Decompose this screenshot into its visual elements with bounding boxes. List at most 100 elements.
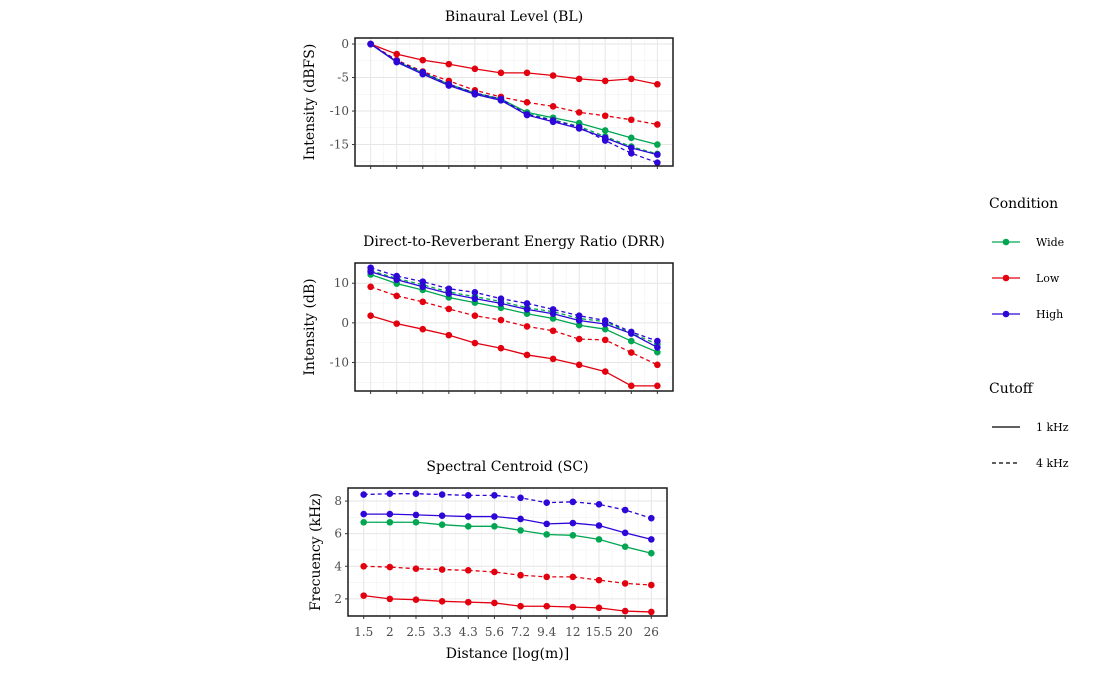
data-point-cross (654, 160, 660, 166)
data-point-cross (413, 512, 419, 518)
chart-panel-3: 8 6 4 2 1.5 2 2.5 3.3 4.3 5.6 7.2 9.4 12 15.5 20 26 Spec… (308, 459, 668, 662)
data-point-cross (544, 574, 550, 580)
data-point-cross (387, 519, 393, 525)
chart-panel-1: 0 -5 -10 -15 Binaural Level (BL) Intensity (d… (302, 9, 674, 169)
data-point-cross (576, 109, 582, 115)
x-tick-label: 5.6 (485, 625, 504, 639)
data-point-cross (498, 317, 504, 323)
data-point-cross (491, 513, 498, 520)
data-point-cross (420, 284, 426, 290)
data-point-cross (628, 349, 634, 356)
data-point-cross (361, 519, 367, 525)
data-point-cross (602, 127, 608, 134)
data-point-cross (544, 521, 550, 527)
data-point-cross (368, 265, 374, 271)
chart-title: Direct-to-Reverberant Energy Ratio (DRR) (363, 234, 665, 250)
series-line-high-1khz (370, 43, 658, 156)
y-axis-title: Frecuency (kHz) (308, 493, 324, 611)
series-line-wide-1khz (370, 43, 658, 146)
series-line-wide-4khz (370, 269, 658, 345)
data-point-cross (387, 596, 393, 602)
data-point-cross (576, 336, 582, 342)
data-point-cross (472, 313, 478, 319)
x-tick-label: 7.2 (511, 625, 530, 639)
series-line-high-4khz (370, 43, 658, 164)
series-line-low-1khz (370, 315, 658, 387)
data-point-cross (544, 603, 550, 609)
legend-key-point (1002, 238, 1010, 246)
chart-title: Spectral Centroid (SC) (426, 459, 588, 475)
data-point-cross (544, 531, 550, 538)
data-point-cross (498, 345, 504, 351)
data-point-cross (576, 76, 582, 82)
x-axis-title: Distance [log(m)] (446, 646, 569, 662)
series-line-low-4khz (370, 43, 658, 126)
legend-label-wide: Wide (1036, 236, 1064, 249)
series-line-low-1khz (370, 43, 658, 85)
legend-label-low: Low (1036, 272, 1060, 285)
data-point-cross (628, 76, 634, 82)
x-tick-label: 20 (618, 625, 633, 639)
data-point-cross (596, 501, 602, 507)
y-tick-label: 4 (334, 559, 342, 573)
y-tick-label: -15 (330, 138, 349, 152)
data-point-cross (596, 605, 602, 611)
data-point-cross (628, 329, 634, 335)
x-tick-label: 4.3 (459, 625, 478, 639)
legend: Condition Wide Low High Cutoff 1 kHz 4 kHz (989, 196, 1069, 470)
data-point-cross (628, 135, 634, 141)
series-line-wide-1khz (370, 273, 658, 353)
data-point-cross (654, 362, 660, 368)
data-point-cross (446, 332, 452, 338)
y-tick-label: 0 (341, 316, 349, 330)
data-point-cross (420, 299, 426, 305)
data-point-cross (550, 306, 556, 312)
data-point-cross (524, 306, 530, 312)
data-point-cross (622, 544, 628, 550)
data-point-cross (387, 491, 393, 497)
data-point-cross (472, 340, 478, 346)
data-point-cross (544, 500, 550, 506)
data-point-cross (387, 564, 393, 570)
series-line-high-4khz (363, 493, 652, 519)
data-point-cross (524, 323, 530, 330)
x-tick-label: 26 (644, 625, 659, 639)
data-point-cross (517, 527, 524, 533)
data-point-cross (654, 338, 660, 344)
data-point-cross (465, 492, 471, 498)
data-point-cross (524, 300, 530, 307)
data-point-cross (498, 296, 504, 302)
data-point-cross (570, 520, 576, 526)
data-point-cross (361, 563, 367, 569)
data-point-cross (413, 491, 419, 497)
data-point-cross (622, 530, 628, 536)
y-tick-label: 10 (334, 276, 349, 290)
data-point-cross (602, 113, 608, 119)
data-point-cross (576, 362, 582, 368)
data-point-cross (648, 609, 654, 615)
legend-key-point (1002, 274, 1010, 282)
y-tick-label: 6 (334, 527, 342, 541)
y-axis-title: Intensity (dB) (302, 278, 318, 375)
x-tick-label: 12 (565, 625, 580, 639)
data-point-cross (517, 516, 524, 522)
legend-key-point (1002, 310, 1010, 318)
y-tick-label: -5 (337, 71, 349, 85)
data-point-cross (498, 96, 504, 102)
y-tick-label: 0 (341, 37, 349, 51)
y-tick-label: 8 (334, 494, 342, 508)
data-point-cross (648, 550, 654, 556)
data-point-cross (576, 124, 582, 130)
y-tick-label: -10 (330, 355, 349, 369)
data-point-cross (420, 57, 426, 63)
data-point-cross (394, 293, 400, 299)
data-point-cross (602, 368, 608, 375)
data-point-cross (517, 603, 524, 609)
data-point-cross (517, 572, 524, 578)
data-point-cross (387, 511, 393, 517)
data-point-cross (361, 511, 367, 517)
data-point-cross (550, 328, 556, 334)
data-point-cross (602, 78, 608, 84)
data-point-cross (524, 352, 530, 358)
